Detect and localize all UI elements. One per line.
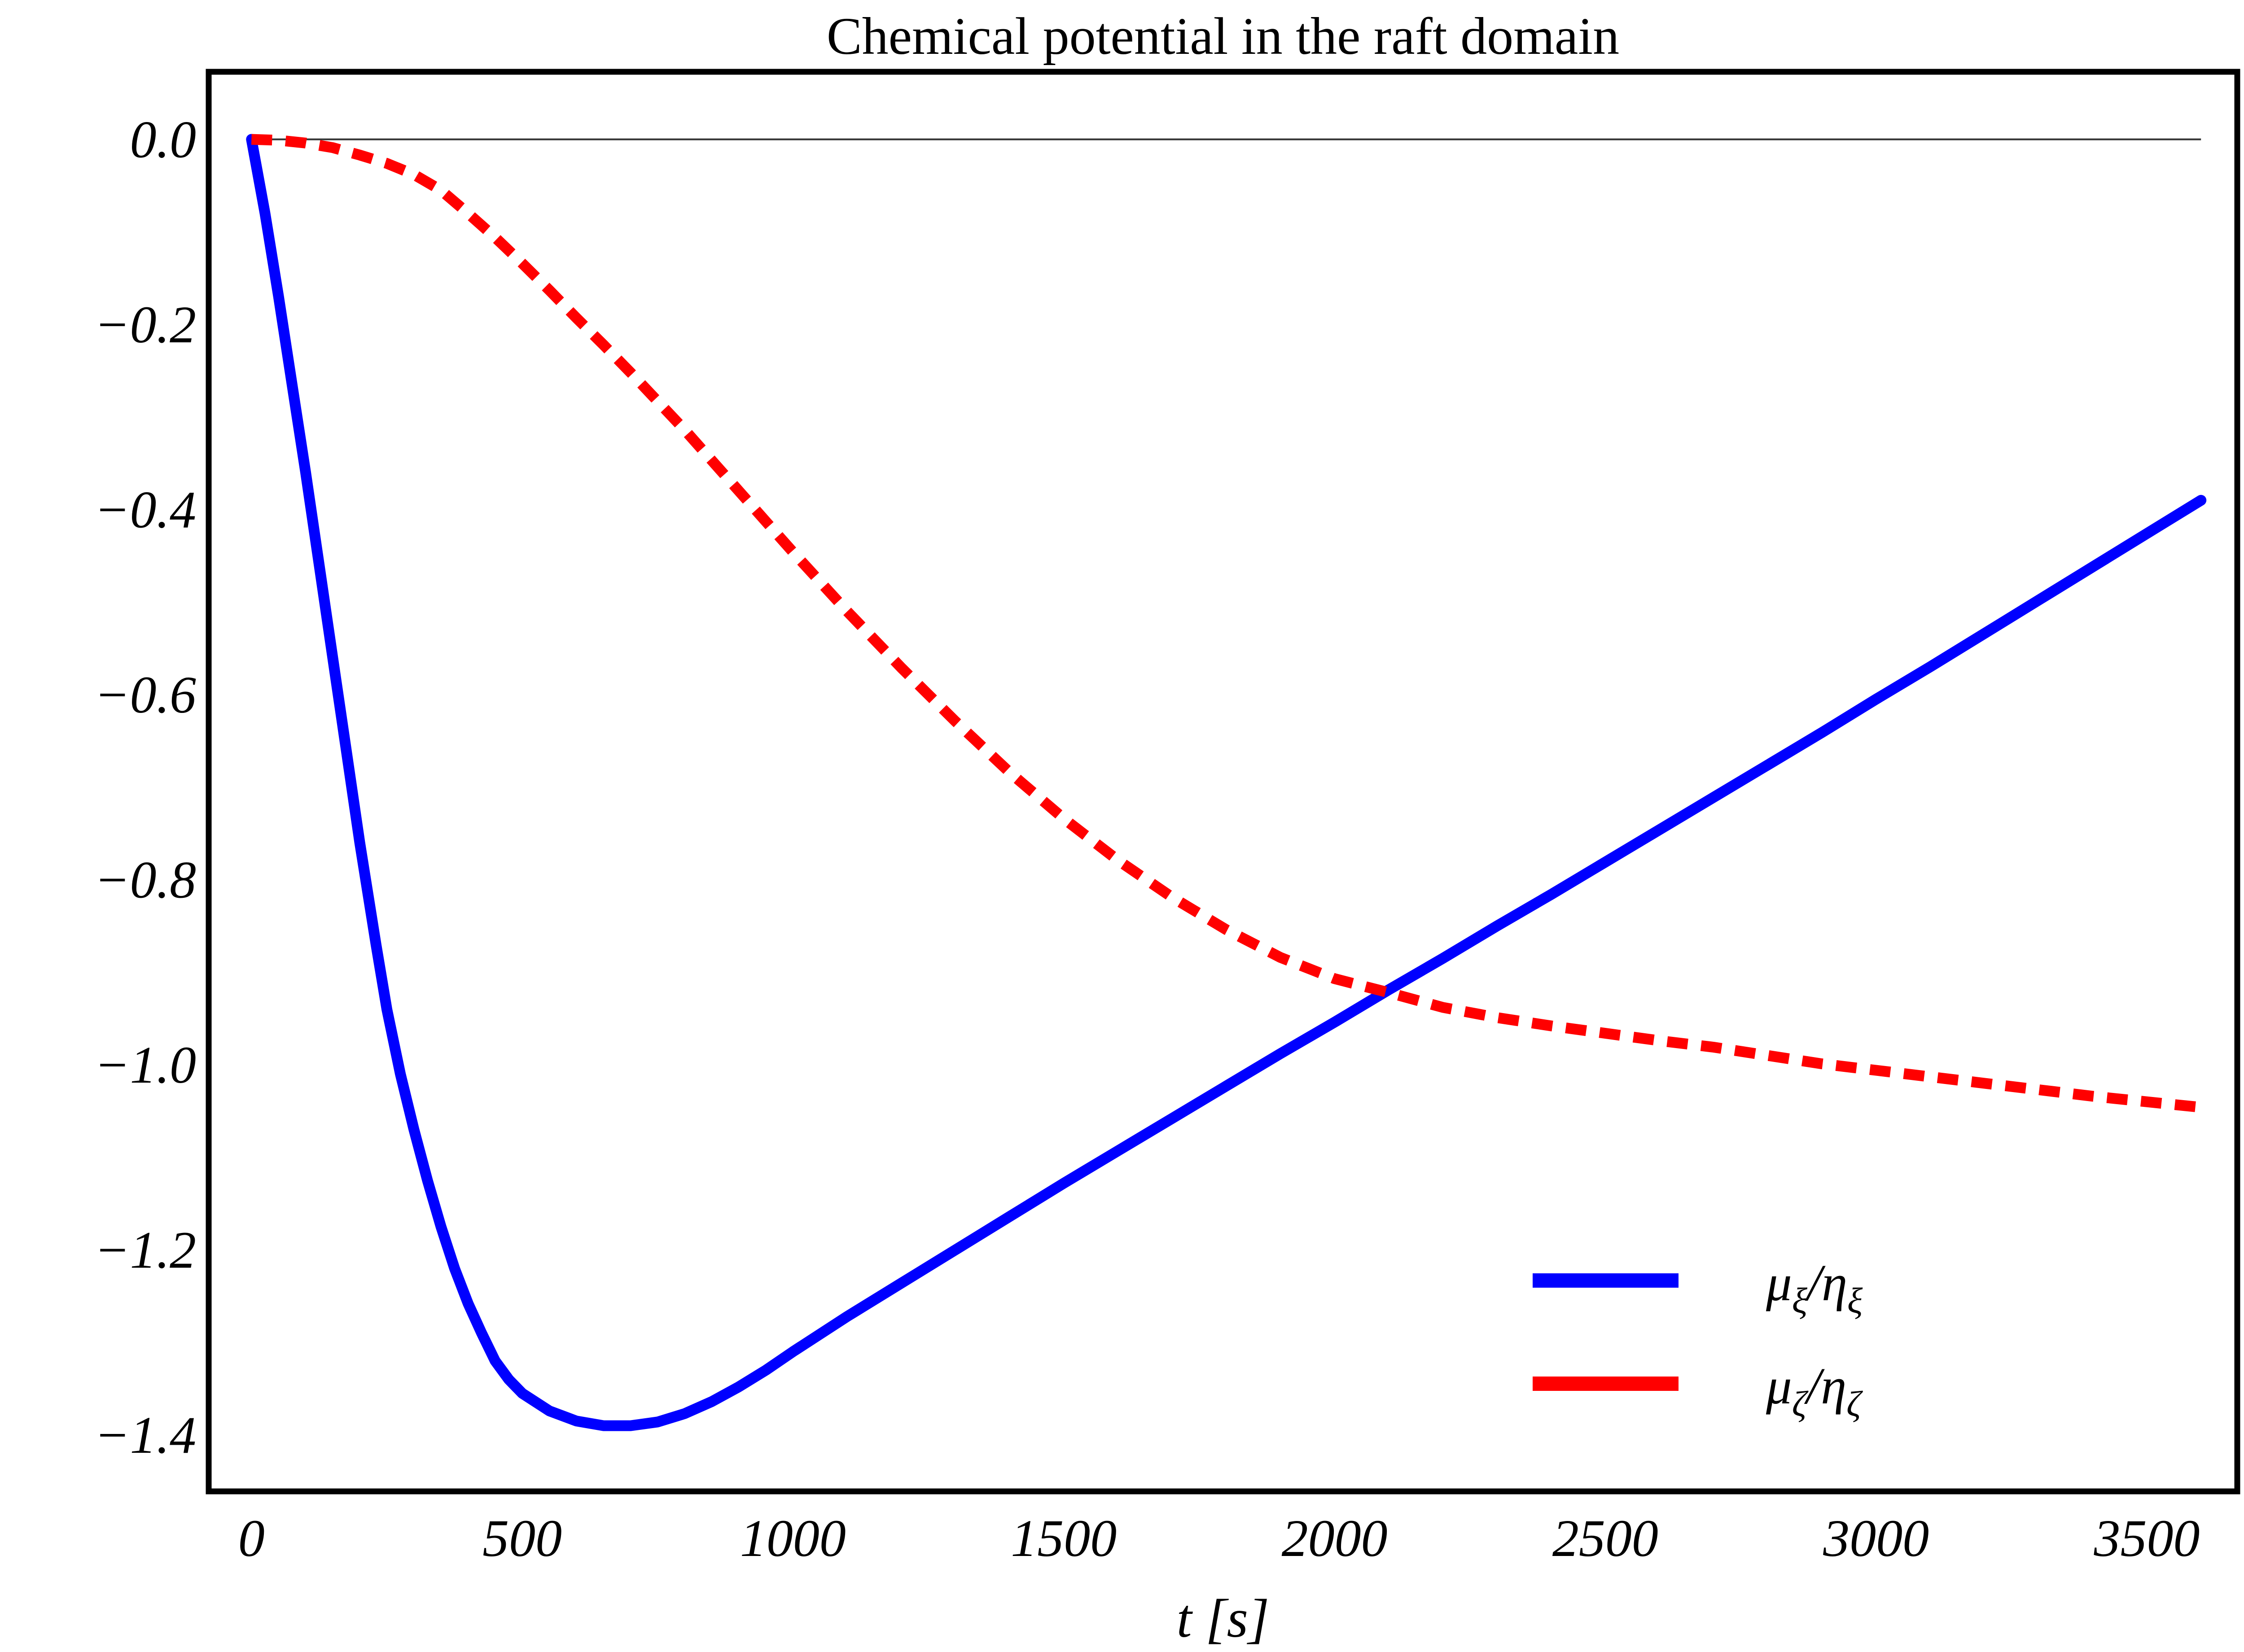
legend-sub-glyph: ζ [1792,1385,1809,1424]
legend: μξ/ηξ μζ/ηζ [1533,1254,1863,1424]
chart-title: Chemical potential in the raft domain [827,7,1619,66]
plot-frame [206,69,2240,1495]
y-tick-label: 0.0 [130,110,197,169]
x-tick-label: 1000 [740,1509,846,1568]
x-axis-tick-labels: 0 500 1000 1500 2000 2500 3000 3500 [238,1509,2200,1568]
y-axis-tick-labels: 0.0 −0.2 −0.4 −0.6 −0.8 −1.0 −1.2 −1.4 [94,110,196,1465]
y-tick-label: −0.2 [94,295,196,354]
series-line-mu-xi [246,134,2207,1431]
y-tick-label: −1.4 [94,1406,196,1464]
legend-label-mu-xi: μξ/ηξ [1766,1254,1863,1321]
legend-sub-glyph: ζ [1846,1385,1863,1424]
y-tick-label: −0.4 [94,481,196,539]
legend-label-mu-zeta: μζ/ηζ [1766,1358,1863,1424]
x-tick-label: 0 [238,1509,265,1568]
legend-item-mu-xi: μξ/ηξ [1533,1254,1863,1321]
legend-eta-glyph: η [1822,1254,1847,1311]
legend-swatch-red [1533,1377,1679,1391]
legend-mu-glyph: μ [1766,1254,1792,1311]
y-tick-label: −1.0 [94,1036,196,1094]
y-tick-label: −1.2 [94,1221,196,1280]
series-line-mu-zeta [251,134,2202,1113]
x-tick-label: 3500 [2094,1509,2200,1568]
legend-mu-glyph: μ [1766,1358,1792,1415]
x-tick-label: 1500 [1011,1509,1117,1568]
legend-eta-glyph: η [1821,1358,1846,1415]
legend-swatch-blue [1533,1273,1679,1288]
legend-sub-glyph: ξ [1792,1281,1808,1321]
y-tick-label: −0.8 [94,851,196,909]
x-tick-label: 2500 [1552,1509,1658,1568]
legend-item-mu-zeta: μζ/ηζ [1533,1358,1863,1424]
x-tick-label: 500 [482,1509,562,1568]
y-tick-label: −0.6 [94,665,196,724]
legend-sub-glyph: ξ [1847,1281,1863,1321]
x-axis-label: t [s] [1177,1588,1270,1649]
x-tick-label: 3000 [1823,1509,1929,1568]
x-tick-label: 2000 [1282,1509,1388,1568]
